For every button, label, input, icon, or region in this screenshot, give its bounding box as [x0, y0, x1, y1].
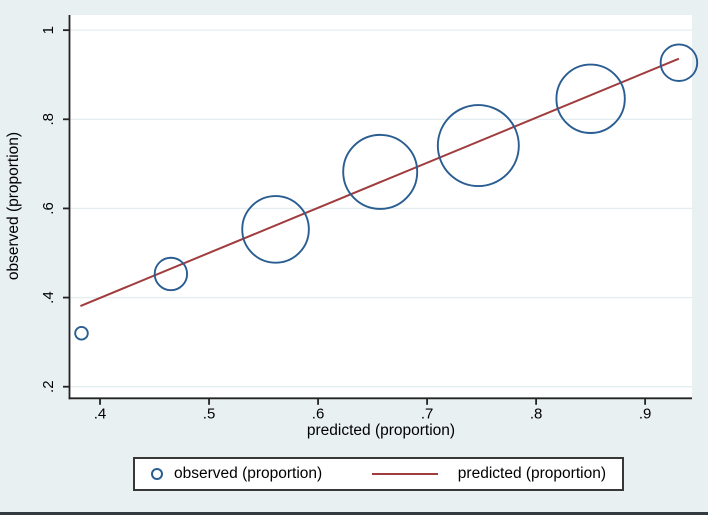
observed-bubble: [555, 63, 626, 134]
predicted-line: [80, 57, 680, 307]
y-tick-label: .4: [40, 291, 57, 304]
observed-bubble: [659, 43, 699, 82]
x-tick-label: .5: [203, 405, 216, 422]
plot-area: [69, 15, 692, 399]
bottom-border: [0, 512, 708, 515]
x-axis-title: predicted (proportion): [306, 422, 456, 439]
legend-line-marker: [371, 473, 438, 475]
observed-bubble: [241, 195, 310, 264]
observed-bubble: [74, 325, 89, 341]
x-tick-label: .7: [421, 405, 434, 422]
legend-item-observed: observed (proportion): [151, 465, 322, 483]
x-tick-label: .6: [312, 405, 325, 422]
legend-circle-marker: [151, 468, 163, 480]
y-tick-label: .8: [40, 113, 57, 126]
observed-bubble: [342, 133, 419, 210]
x-tick-label: .8: [530, 405, 543, 422]
legend-item-predicted: predicted (proportion): [371, 465, 606, 483]
observed-bubble: [436, 104, 520, 188]
x-tick-label: .4: [94, 405, 107, 422]
legend: observed (proportion) predicted (proport…: [133, 457, 624, 491]
y-tick-label: 1: [40, 26, 57, 34]
x-tick-label: .9: [639, 405, 652, 422]
y-axis-title: observed (proportion): [5, 131, 22, 281]
legend-observed-label: observed (proportion): [174, 465, 323, 482]
y-tick-label: .2: [40, 380, 57, 393]
observed-bubble: [153, 256, 189, 292]
y-tick-label: .6: [40, 202, 57, 215]
legend-predicted-label: predicted (proportion): [457, 465, 606, 482]
